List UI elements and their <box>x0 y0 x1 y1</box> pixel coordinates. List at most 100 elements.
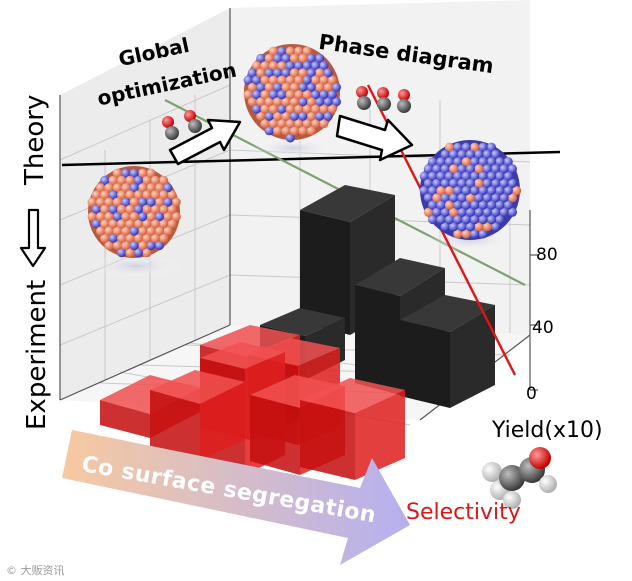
acetaldehyde-molecule-icon <box>482 447 557 509</box>
atom <box>121 212 131 222</box>
atom <box>294 75 304 85</box>
atom <box>306 68 316 78</box>
atom <box>268 104 278 114</box>
atom <box>159 204 169 214</box>
selectivity-bars <box>100 325 405 480</box>
atom <box>277 46 287 56</box>
atom <box>507 164 517 174</box>
atom <box>96 197 106 207</box>
atom <box>486 157 496 167</box>
atom <box>154 226 164 236</box>
atom <box>298 111 308 121</box>
atom <box>482 207 492 217</box>
atom <box>491 164 501 174</box>
atom <box>247 97 257 107</box>
atom <box>142 190 152 200</box>
atom <box>285 90 295 100</box>
atom <box>167 190 177 200</box>
atom <box>289 111 299 121</box>
atom <box>495 157 505 167</box>
atom <box>125 190 135 200</box>
atom <box>419 186 429 196</box>
atom <box>474 178 484 188</box>
atom <box>138 168 148 178</box>
atom <box>125 219 135 229</box>
atom <box>432 164 442 174</box>
atom <box>96 212 106 222</box>
atom <box>289 97 299 107</box>
atom <box>315 82 325 92</box>
atom <box>511 186 522 196</box>
atom <box>428 157 438 167</box>
atom <box>465 178 475 188</box>
atom <box>117 190 127 200</box>
atom <box>252 104 262 114</box>
atom <box>96 183 106 193</box>
atom <box>298 68 308 78</box>
atom <box>146 168 156 178</box>
atom <box>112 240 122 251</box>
nanoparticle-icon <box>243 44 341 143</box>
atom <box>428 214 438 225</box>
atom <box>285 75 295 85</box>
atom <box>256 53 266 64</box>
atom <box>486 142 496 152</box>
atom <box>91 190 101 200</box>
atom <box>133 190 143 200</box>
atom <box>289 53 299 64</box>
atom <box>465 149 475 159</box>
atom <box>306 97 316 107</box>
atom <box>281 82 291 92</box>
atom <box>252 61 262 71</box>
atom <box>423 164 433 174</box>
atom <box>252 90 262 100</box>
co-molecule-icon <box>162 110 202 140</box>
atom <box>461 171 471 181</box>
atom <box>277 61 287 71</box>
atom <box>150 204 160 214</box>
atom <box>499 164 509 174</box>
atom <box>167 219 177 229</box>
atom <box>104 226 114 236</box>
atom <box>268 90 278 100</box>
atom <box>121 168 131 178</box>
atom <box>133 175 143 185</box>
atom <box>146 240 156 251</box>
atom <box>470 200 480 210</box>
atom <box>327 104 337 114</box>
atom <box>260 118 270 129</box>
atom <box>474 149 484 159</box>
atom <box>436 186 446 196</box>
atom <box>264 53 274 64</box>
atom <box>474 207 484 217</box>
atom <box>268 118 278 129</box>
atom <box>428 186 438 196</box>
atom <box>96 226 106 236</box>
atom <box>298 53 308 64</box>
selectivity-bar-front-4 <box>300 378 405 480</box>
atom <box>499 207 509 217</box>
atom <box>294 118 304 129</box>
phase-arrow <box>335 114 414 162</box>
atom <box>285 118 295 129</box>
atom <box>167 204 177 214</box>
atom <box>465 164 475 174</box>
atom <box>470 229 480 239</box>
atom <box>331 82 341 92</box>
atom <box>289 68 299 78</box>
atom <box>323 82 333 92</box>
atom <box>457 149 467 159</box>
atom <box>112 212 122 222</box>
atom <box>256 97 266 107</box>
atom <box>491 193 501 203</box>
atom <box>142 233 152 243</box>
atom <box>327 90 337 100</box>
atom <box>436 200 446 210</box>
atom <box>449 207 459 217</box>
atom <box>436 171 446 181</box>
atom <box>432 193 442 203</box>
atom <box>478 142 488 152</box>
atom <box>310 118 320 129</box>
atom <box>428 171 438 181</box>
atom <box>277 118 287 129</box>
